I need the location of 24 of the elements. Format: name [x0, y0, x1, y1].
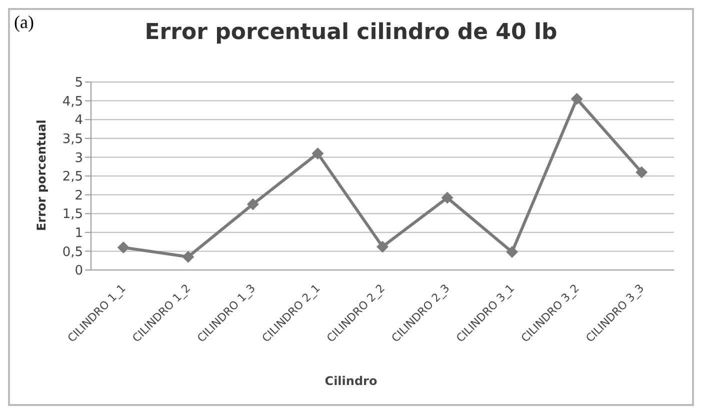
point: [570, 92, 583, 105]
x-axis-title: Cilindro: [324, 374, 378, 388]
y-tick-label: 1,5: [62, 207, 83, 222]
chart-title: Error porcentual cilindro de 40 lb: [144, 20, 558, 45]
y-tick-label: 2,5: [62, 170, 83, 185]
point: [117, 241, 130, 254]
y-tick-label: 4: [74, 113, 83, 128]
point: [312, 147, 324, 160]
point: [182, 250, 194, 263]
y-tick-label: 3: [74, 150, 83, 166]
y-tick-label: 2: [74, 188, 83, 204]
y-tick-label: 5: [74, 76, 83, 91]
y-tick-label: 0,5: [62, 244, 83, 260]
point: [376, 240, 388, 253]
point: [636, 166, 648, 178]
text: (a): [14, 12, 34, 33]
y-tick-label: 0: [74, 264, 83, 279]
y-axis-title: Error porcentual: [34, 120, 48, 231]
point: [506, 246, 518, 258]
point: [441, 192, 454, 204]
y-tick-label: 1: [74, 226, 83, 242]
point: [246, 198, 259, 210]
y-tick-label: 4,5: [62, 94, 83, 110]
y-tick-label: 3,5: [62, 132, 83, 148]
